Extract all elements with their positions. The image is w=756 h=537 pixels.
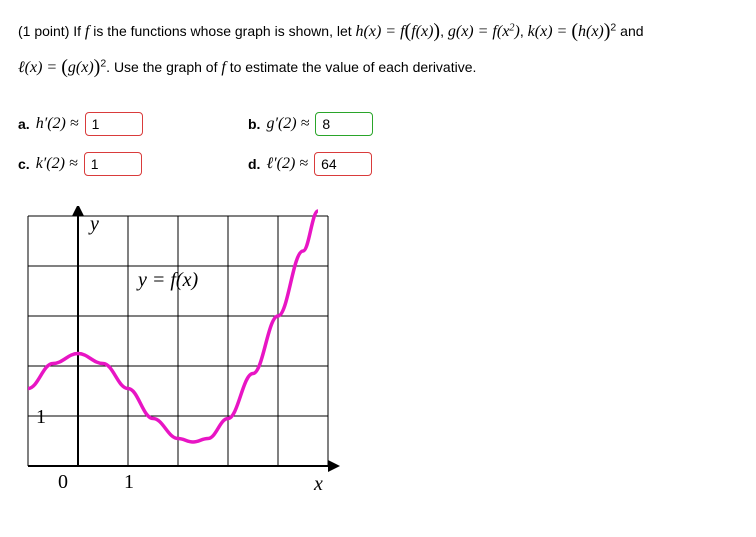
svg-text:y = f(x): y = f(x) <box>136 269 198 291</box>
answer-row: a. h′(2) ≈ 1 b. g′(2) ≈ 8 <box>18 112 738 136</box>
answer-label: b. <box>248 116 260 132</box>
svg-text:1: 1 <box>124 471 134 493</box>
graph: 1 1 0 y x y = f(x) <box>18 206 738 516</box>
answer-input-c[interactable]: 1 <box>84 152 142 176</box>
answer-expr: h′(2) ≈ <box>36 115 79 133</box>
problem-text: (1 point) If f is the functions whose gr… <box>18 12 738 84</box>
svg-text:y: y <box>88 213 99 235</box>
answer-b: b. g′(2) ≈ 8 <box>248 112 428 136</box>
answer-input-a[interactable]: 1 <box>85 112 143 136</box>
answer-a: a. h′(2) ≈ 1 <box>18 112 198 136</box>
graph-svg: 1 1 0 y x y = f(x) <box>18 206 378 516</box>
svg-text:1: 1 <box>36 406 46 428</box>
svg-text:x: x <box>313 473 323 495</box>
answer-expr: g′(2) ≈ <box>266 115 309 133</box>
answer-label: a. <box>18 116 30 132</box>
answer-input-d[interactable]: 64 <box>314 152 372 176</box>
answer-label: c. <box>18 156 30 172</box>
answer-expr: ℓ′(2) ≈ <box>266 155 308 173</box>
answer-d: d. ℓ′(2) ≈ 64 <box>248 152 428 176</box>
answer-c: c. k′(2) ≈ 1 <box>18 152 198 176</box>
answers-block: a. h′(2) ≈ 1 b. g′(2) ≈ 8 c. k′(2) ≈ 1 d… <box>18 112 738 176</box>
svg-text:0: 0 <box>58 471 68 493</box>
answer-label: d. <box>248 156 260 172</box>
answer-expr: k′(2) ≈ <box>36 155 78 173</box>
answer-row: c. k′(2) ≈ 1 d. ℓ′(2) ≈ 64 <box>18 152 738 176</box>
points-label: (1 point) <box>18 23 69 39</box>
answer-input-b[interactable]: 8 <box>315 112 373 136</box>
